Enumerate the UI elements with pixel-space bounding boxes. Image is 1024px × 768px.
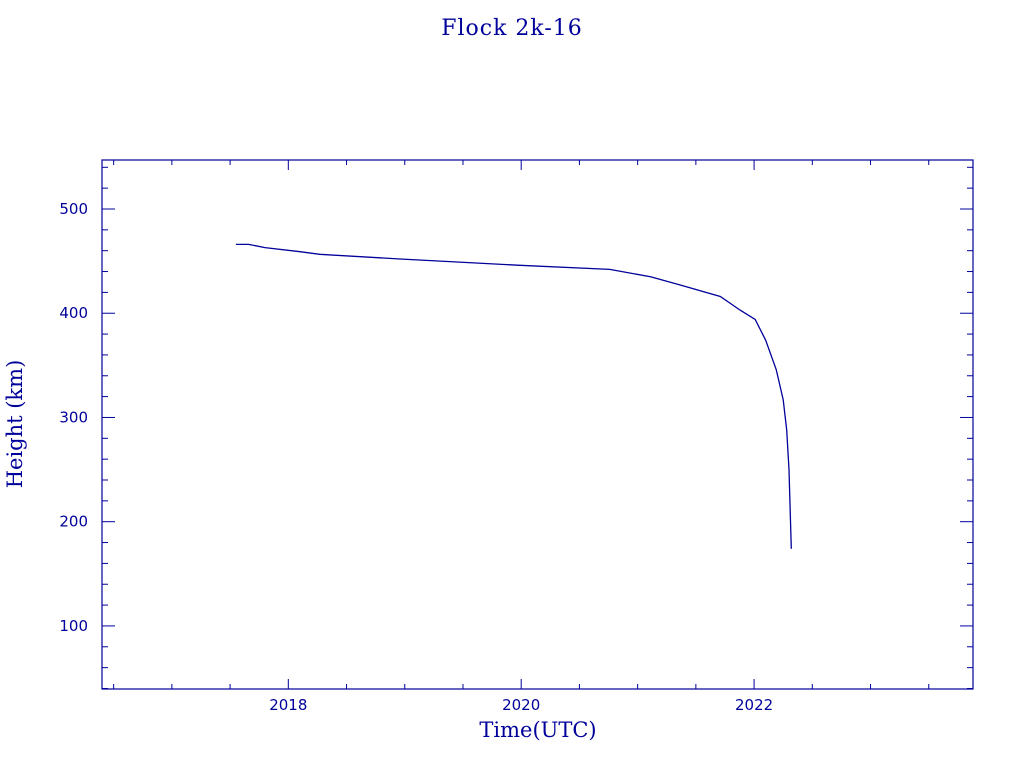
x-tick-label: 2020: [502, 696, 540, 714]
y-tick-label: 200: [59, 513, 88, 531]
height-series-line: [235, 243, 792, 549]
y-axis-label: Height (km): [3, 359, 27, 489]
y-tick-label: 400: [59, 304, 88, 322]
x-tick-label: 2022: [735, 696, 773, 714]
y-tick-label: 100: [59, 617, 88, 635]
y-tick-label: 500: [59, 200, 88, 218]
y-tick-label: 300: [59, 408, 88, 426]
plot-frame: [101, 159, 974, 690]
x-axis-label: Time(UTC): [479, 718, 597, 742]
chart-title: Flock 2k-16: [441, 16, 583, 41]
x-tick-label: 2018: [269, 696, 307, 714]
